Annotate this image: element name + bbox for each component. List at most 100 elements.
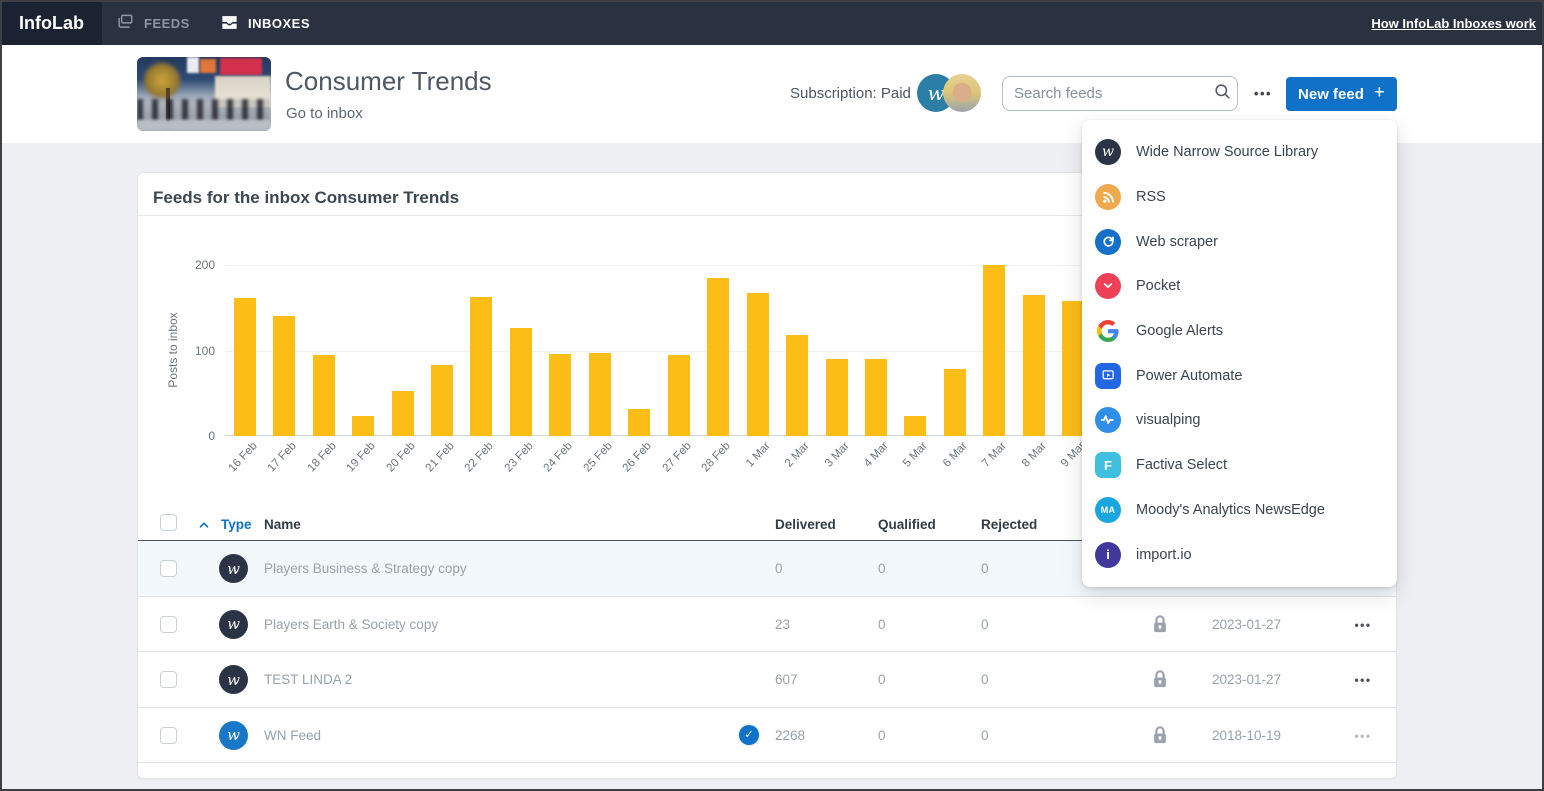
qualified-value: 0 [878, 727, 886, 743]
column-header-qualified: Qualified [878, 517, 936, 532]
table-row[interactable]: w Players Earth & Society copy 23 0 0 2023-01… [138, 597, 1396, 652]
sort-chevron-up-icon[interactable] [197, 518, 211, 532]
feed-name: Players Business & Strategy copy [264, 561, 467, 576]
search-input[interactable] [1014, 85, 1213, 102]
bar-20-feb [391, 391, 414, 436]
feed-name: WN Feed [264, 727, 322, 743]
row-checkbox[interactable] [160, 671, 177, 688]
x-axis-tick: 27 Feb [660, 440, 694, 475]
bar-22-feb [470, 297, 493, 436]
google-icon [1095, 318, 1121, 344]
x-axis-tick: 3 Mar [822, 440, 852, 470]
delivered-value: 2268 [775, 727, 806, 743]
table-row[interactable]: w TEST LINDA 2 607 0 0 2023-01-27 ••• [138, 652, 1396, 708]
x-axis-tick: 20 Feb [384, 440, 418, 475]
avatar-user-photo[interactable] [943, 74, 981, 112]
x-axis-tick: 8 Mar [1019, 440, 1049, 470]
bar-1-mar [746, 293, 769, 436]
x-axis-tick: 7 Mar [980, 440, 1010, 470]
dropdown-item-importio[interactable]: i import.io [1082, 532, 1397, 577]
dropdown-item-label: RSS [1136, 189, 1166, 206]
bar-23-feb [509, 328, 532, 436]
dropdown-item-web-scraper[interactable]: Web scraper [1082, 219, 1397, 264]
lock-icon [1151, 668, 1169, 690]
row-actions-button[interactable]: ••• [1354, 728, 1372, 743]
posts-bar-chart: Posts to inbox 16 Feb 17 Feb 18 Feb 19 Feb 2… [138, 173, 1396, 778]
importio-icon: i [1095, 541, 1121, 568]
go-to-inbox-link[interactable]: Go to inbox [286, 105, 363, 122]
row-checkbox[interactable] [160, 726, 177, 744]
bar-5-mar [904, 416, 927, 436]
feed-type-icon: w [219, 720, 248, 750]
bar-21-feb [430, 365, 453, 436]
tab-inboxes[interactable]: INBOXES [220, 2, 310, 45]
dropdown-item-power-automate[interactable]: Power Automate [1082, 353, 1397, 398]
rejected-value: 0 [981, 561, 989, 576]
moodys-icon: MA [1095, 496, 1121, 523]
column-header-delivered: Delivered [775, 517, 836, 532]
dropdown-item-pocket[interactable]: Pocket [1082, 264, 1397, 309]
qualified-value: 0 [878, 672, 886, 687]
bar-7-mar [983, 265, 1006, 436]
rejected-value: 0 [981, 672, 989, 687]
delivered-value: 23 [775, 616, 791, 632]
bar-25-feb [588, 353, 611, 436]
dropdown-item-visualping[interactable]: visualping [1082, 398, 1397, 443]
column-header-type[interactable]: Type [221, 517, 252, 532]
rejected-value: 0 [981, 727, 989, 743]
new-feed-button[interactable]: New feed + [1286, 77, 1397, 111]
power-automate-icon [1095, 362, 1121, 389]
card-title: Feeds for the inbox Consumer Trends [153, 188, 460, 207]
tab-feeds-label: FEEDS [144, 16, 190, 31]
dropdown-item-moodys[interactable]: MA Moody's Analytics NewsEdge [1082, 488, 1397, 533]
pocket-icon [1095, 273, 1121, 300]
dropdown-item-rss[interactable]: RSS [1082, 175, 1397, 220]
dropdown-item-label: Wide Narrow Source Library [1136, 144, 1319, 161]
row-checkbox[interactable] [160, 560, 177, 577]
x-axis-tick: 18 Feb [305, 440, 339, 475]
x-axis-tick: 5 Mar [901, 440, 931, 470]
row-checkbox[interactable] [160, 615, 177, 633]
qualified-value: 0 [878, 616, 886, 632]
x-axis-tick: 1 Mar [743, 440, 773, 470]
bar-18-feb [312, 355, 335, 436]
x-axis-tick: 24 Feb [541, 440, 576, 475]
feed-type-icon: w [219, 609, 248, 639]
feed-date: 2023-01-27 [1212, 672, 1282, 687]
dropdown-item-label: Web scraper [1136, 233, 1218, 250]
x-axis-tick: 6 Mar [940, 440, 970, 470]
brand-logo[interactable]: InfoLab [2, 2, 102, 45]
dropdown-item-label: Factiva Select [1136, 457, 1228, 474]
bar-26-feb [628, 409, 651, 436]
dropdown-item-wide-narrow[interactable]: w Wide Narrow Source Library [1082, 130, 1397, 175]
web-scraper-icon [1095, 228, 1121, 255]
x-axis-tick: 16 Feb [226, 440, 260, 475]
bar-17-feb [273, 316, 296, 436]
bar-9-mar [1062, 301, 1085, 436]
tab-feeds[interactable]: FEEDS [115, 2, 190, 45]
feed-name: Players Earth & Society copy [264, 616, 439, 632]
inbox-thumbnail-image [137, 57, 271, 131]
x-axis-tick: 23 Feb [502, 440, 536, 475]
dropdown-item-factiva[interactable]: F Factiva Select [1082, 443, 1397, 488]
bar-8-mar [1022, 295, 1045, 436]
column-header-name: Name [264, 517, 301, 532]
bar-2-mar [786, 335, 809, 436]
inbox-header: Consumer Trends Go to inbox Subscription… [2, 45, 1542, 143]
feeds-icon [115, 12, 135, 35]
bar-3-mar [825, 359, 848, 436]
feed-date: 2023-01-27 [1212, 616, 1282, 632]
x-axis-line [225, 435, 1093, 436]
dropdown-item-label: visualping [1136, 412, 1201, 429]
tab-inboxes-label: INBOXES [248, 16, 311, 31]
help-link[interactable]: How InfoLab Inboxes work [1371, 16, 1536, 31]
search-icon[interactable] [1213, 82, 1232, 106]
table-row[interactable]: w WN Feed ✓ 2268 0 0 2018-10-19 ••• [138, 708, 1396, 763]
dropdown-item-label: Moody's Analytics NewsEdge [1136, 501, 1325, 518]
row-actions-button[interactable]: ••• [1354, 617, 1372, 632]
select-all-checkbox[interactable] [160, 514, 177, 531]
row-actions-button[interactable]: ••• [1354, 673, 1372, 687]
x-axis-tick: 17 Feb [265, 440, 299, 475]
more-options-button[interactable]: ••• [1247, 76, 1279, 111]
dropdown-item-google[interactable]: Google Alerts [1082, 309, 1397, 354]
